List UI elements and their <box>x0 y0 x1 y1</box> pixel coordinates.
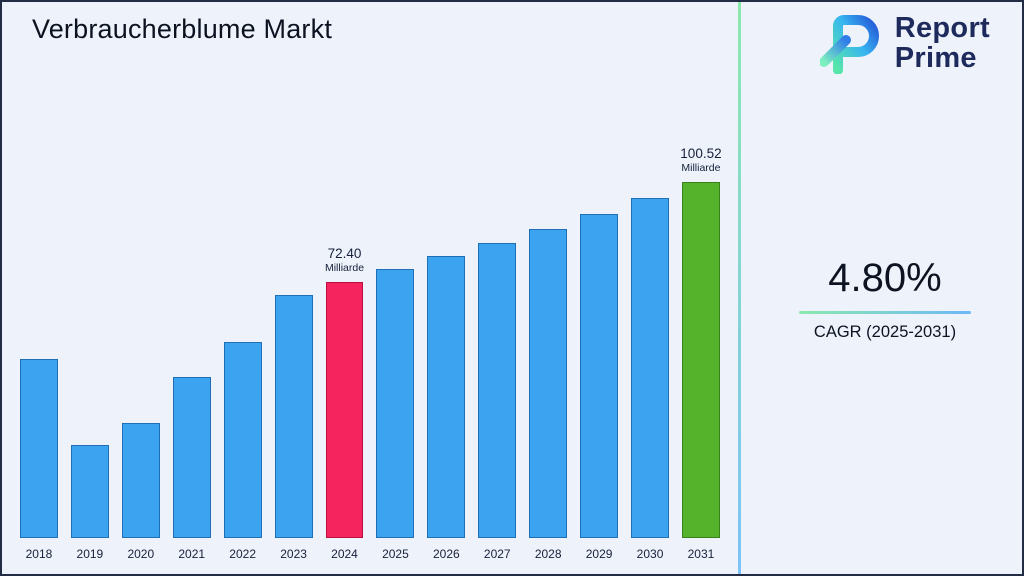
bar-2018 <box>20 359 58 538</box>
x-axis-label: 2021 <box>178 547 206 561</box>
bar-chart: 2018 2019 2020 2021 2022 2023 72.40 Milliarde 20… <box>20 94 722 564</box>
bar-group: 72.40 Milliarde 2024 <box>325 94 364 564</box>
report-prime-logo-icon <box>819 15 879 74</box>
x-axis-label: 2022 <box>229 547 256 561</box>
bar-group: 2026 <box>427 94 466 564</box>
bar-group: 2022 <box>223 94 262 564</box>
bar-2022 <box>223 342 262 538</box>
x-axis-label: 2020 <box>127 547 155 561</box>
bar-value-label: 72.40 <box>327 245 362 261</box>
bar-group: 2027 <box>478 94 517 564</box>
bar-group: 2021 <box>172 94 211 564</box>
x-axis-label: 2018 <box>25 547 53 561</box>
x-axis-label: 2025 <box>382 547 409 561</box>
bar-group: 2029 <box>580 94 619 564</box>
cagr-label: CAGR (2025-2031) <box>813 323 957 341</box>
section-divider <box>738 2 741 574</box>
x-axis-label: 2019 <box>76 547 104 561</box>
bar-group: 2019 <box>70 94 109 564</box>
bar-annotation: 72.40 Milliarde <box>325 245 364 276</box>
bar-group: 2028 <box>529 94 568 564</box>
bar-2021 <box>172 377 211 538</box>
bar-unit-label: Milliarde <box>324 262 365 275</box>
bar-unit-label: Milliarde <box>681 162 721 175</box>
report-prime-logo: Report Prime <box>819 11 990 74</box>
bar-group: 2018 <box>20 94 58 564</box>
bar-2025 <box>376 269 415 538</box>
x-axis-label: 2023 <box>280 547 307 561</box>
bar-2031 <box>681 182 720 538</box>
page-title: Verbraucherblume Markt <box>32 14 333 44</box>
bar-2028 <box>529 229 568 538</box>
bar-2026 <box>427 256 466 538</box>
bar-group: 2023 <box>274 94 313 564</box>
cagr-underline <box>799 311 971 314</box>
bar-2029 <box>580 214 619 538</box>
bar-2024 <box>325 282 364 538</box>
bar-value-label: 100.52 <box>680 145 722 161</box>
bar-group: 2025 <box>376 94 415 564</box>
x-axis-label: 2030 <box>636 547 664 561</box>
bar-group: 2030 <box>631 94 669 564</box>
bar-2020 <box>121 423 160 538</box>
bar-group: 100.52 Milliarde 2031 <box>680 94 721 564</box>
x-axis-label: 2028 <box>534 547 562 561</box>
bar-2027 <box>478 243 517 538</box>
logo-line2: Prime <box>894 42 977 74</box>
x-axis-label: 2024 <box>331 547 358 561</box>
cagr-value: 4.80% <box>828 256 942 300</box>
cagr-block: 4.80% CAGR (2025-2031) <box>799 256 971 342</box>
logo-line1: Report <box>894 11 990 44</box>
bar-2030 <box>631 198 669 538</box>
bar-2023 <box>274 295 313 538</box>
x-axis-label: 2029 <box>585 547 613 561</box>
x-axis-label: 2026 <box>432 547 460 561</box>
logo-text: Report Prime <box>894 11 990 74</box>
bar-annotation: 100.52 Milliarde <box>680 145 721 176</box>
bar-2019 <box>70 445 109 538</box>
bar-group: 2020 <box>121 94 160 564</box>
x-axis-label: 2031 <box>687 547 715 561</box>
x-axis-label: 2027 <box>483 547 511 561</box>
